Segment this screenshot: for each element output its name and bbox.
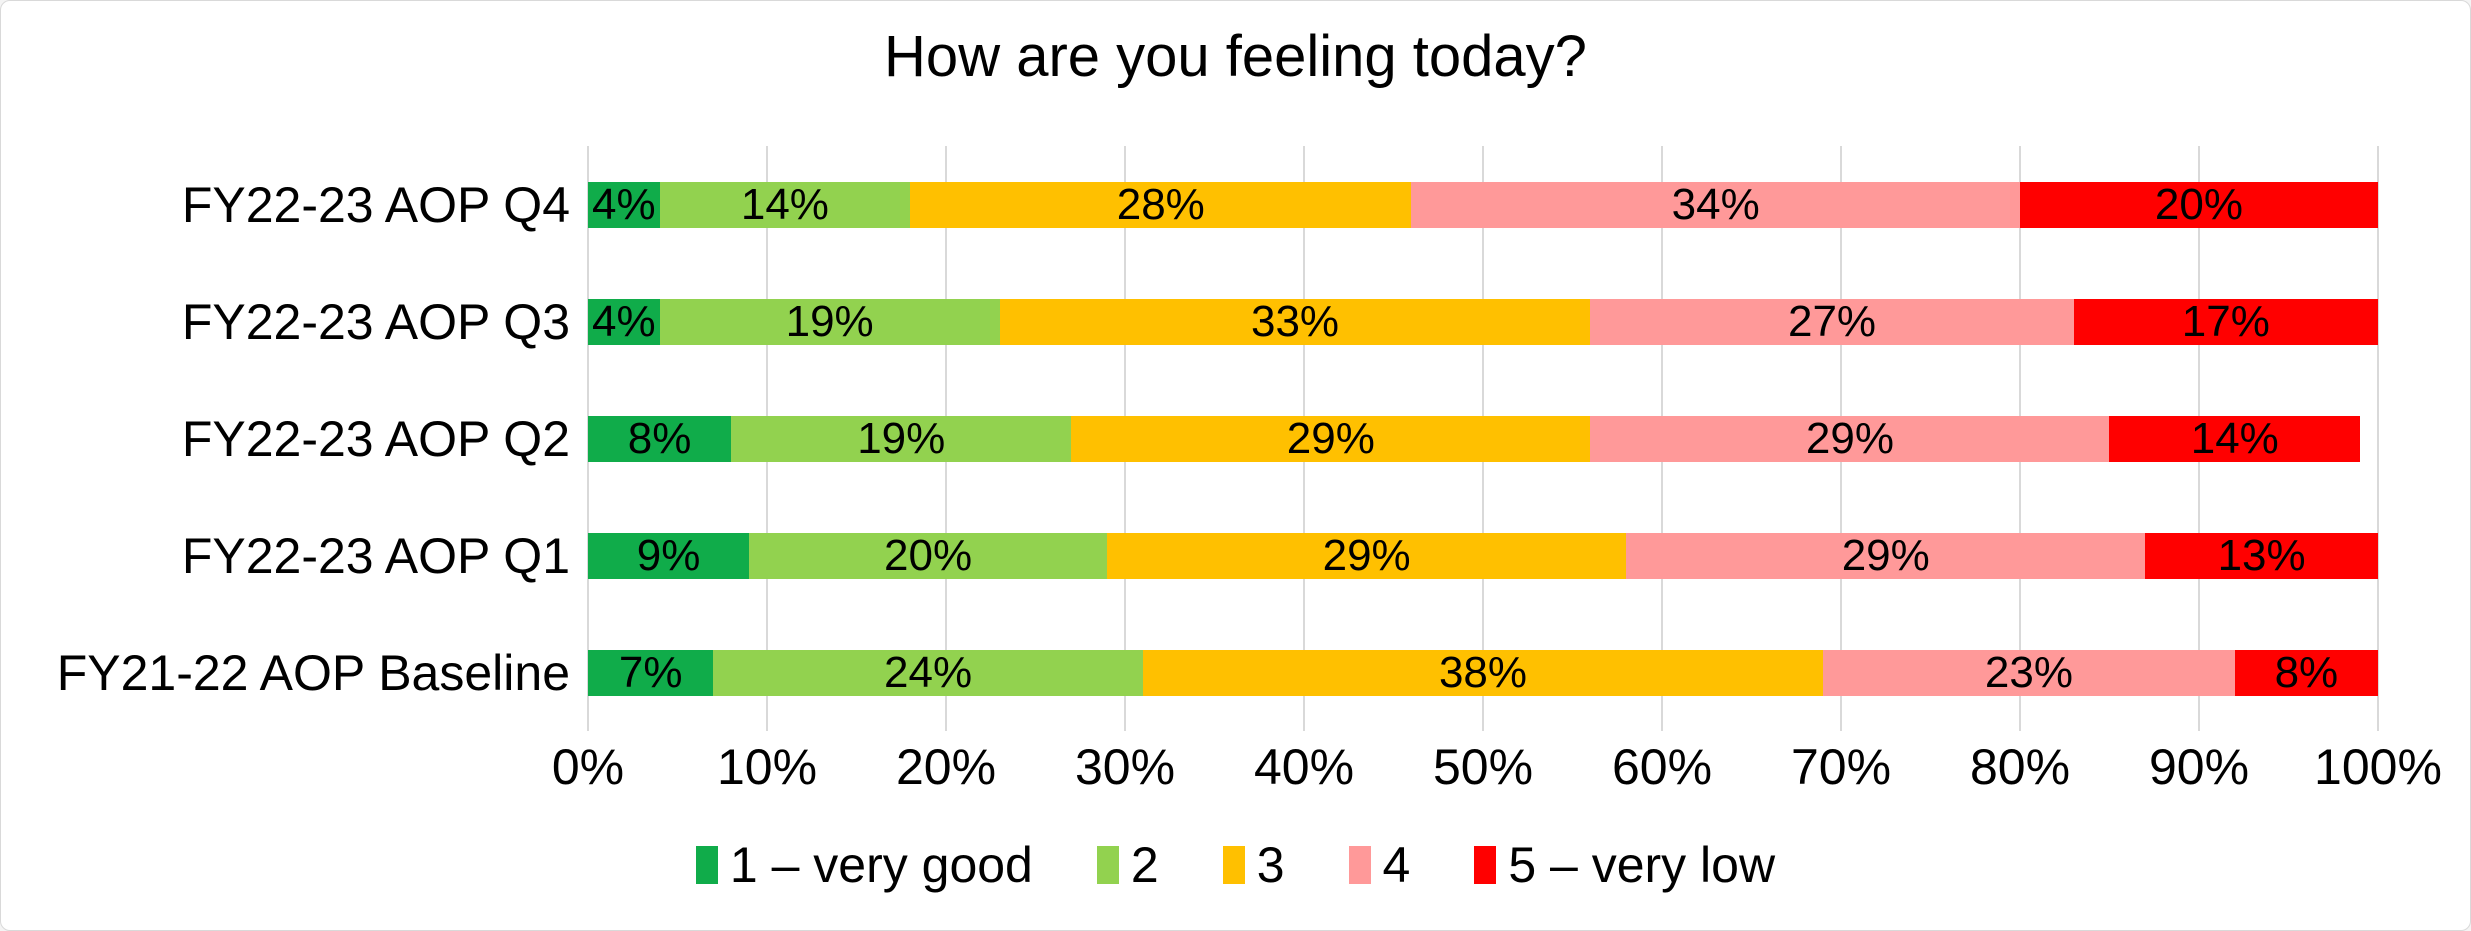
bar-segment-label: 14%	[740, 179, 829, 229]
bar-segment: 33%	[999, 296, 1591, 346]
stacked-bar: 7% 24% 38% 23% 8%	[588, 647, 2378, 697]
gridline	[2377, 146, 2379, 731]
bar-segment-label: 7%	[618, 647, 683, 697]
legend-label: 4	[1382, 836, 1411, 893]
bar-segment: 34%	[1411, 179, 2020, 229]
bar-segment-label: 20%	[884, 530, 973, 580]
x-tick-label: 20%	[895, 739, 997, 795]
stacked-bar: 4% 14% 28% 34% 20%	[588, 179, 2378, 229]
stacked-bar: 4% 19% 33% 27% 17%	[588, 296, 2378, 346]
bar-segment-label: 34%	[1671, 179, 1760, 229]
bar-segment-label: 33%	[1250, 296, 1340, 346]
bar-segment-label: 4%	[592, 296, 656, 346]
bar-segment: 27%	[1590, 296, 2074, 346]
bar-segment: 19%	[659, 296, 1000, 346]
legend: 1 – very good 2 3 4 5 – very low	[1, 834, 2470, 896]
category-label: FY22-23 AOP Q2	[181, 410, 570, 467]
bar-segment: 28%	[910, 179, 1412, 229]
bar-row: FY22-23 AOP Q3 4% 19% 33% 27% 17%	[182, 263, 2378, 380]
legend-label: 5 – very low	[1508, 836, 1776, 893]
bar-segment-label: 19%	[785, 296, 874, 346]
bar-rows: FY22-23 AOP Q4 4% 14% 28% 34% 20% FY22-23 AOP …	[57, 146, 2378, 731]
x-tick-label: 100%	[2314, 739, 2442, 795]
legend-swatch	[695, 846, 718, 884]
legend-item: 3	[1222, 836, 1285, 893]
stacked-bar: 9% 20% 29% 29% 13%	[588, 530, 2378, 580]
legend-item: 5 – very low	[1474, 836, 1776, 893]
bar-segment: 29%	[1071, 413, 1591, 463]
bar-segment: 38%	[1142, 647, 1824, 697]
bar-segment-label: 29%	[1286, 413, 1375, 463]
x-tick-label: 80%	[1969, 739, 2071, 795]
legend-label: 1 – very good	[729, 836, 1033, 893]
bar-segment-label: 9%	[636, 530, 701, 580]
x-tick-label: 60%	[1611, 739, 1713, 795]
bar-row: FY22-23 AOP Q2 8% 19% 29% 29% 14%	[182, 380, 2378, 497]
bar-segment-label: 17%	[2181, 296, 2270, 346]
bar-segment: 8%	[2234, 647, 2378, 697]
x-tick-label: 30%	[1074, 739, 1176, 795]
x-tick-label: 70%	[1790, 739, 1892, 795]
bar-segment: 23%	[1823, 647, 2235, 697]
bar-segment: 13%	[2145, 530, 2378, 580]
bar-segment-label: 29%	[1805, 413, 1894, 463]
legend-item: 4	[1348, 836, 1411, 893]
bar-segment: 7%	[588, 647, 714, 697]
x-tick-label: 10%	[716, 739, 818, 795]
chart-title: How are you feeling today?	[884, 24, 1587, 89]
bar-segment-label: 19%	[857, 413, 946, 463]
stacked-bar: 8% 19% 29% 29% 14%	[588, 413, 2378, 463]
legend-swatch	[1348, 846, 1371, 884]
legend-item: 2	[1096, 836, 1159, 893]
bar-segment-label: 28%	[1116, 179, 1205, 229]
legend-label: 3	[1256, 836, 1285, 893]
plot-area: FY22-23 AOP Q4 4% 14% 28% 34% 20% FY22-23 AOP …	[57, 146, 2379, 731]
bar-segment: 4%	[588, 296, 660, 346]
x-tick-label: 40%	[1253, 739, 1355, 795]
x-tick-label: 0%	[551, 739, 625, 795]
category-label: FY22-23 AOP Q1	[181, 527, 570, 584]
bar-segment-label: 27%	[1787, 296, 1877, 346]
bar-segment: 20%	[2019, 179, 2378, 229]
bar-segment: 9%	[588, 530, 750, 580]
legend-item: 1 – very good	[695, 836, 1033, 893]
bar-row: FY21-22 AOP Baseline 7% 24% 38% 23% 8%	[57, 614, 2378, 731]
legend-swatch	[1222, 846, 1245, 884]
bar-segment-label: 8%	[2274, 647, 2339, 697]
bar-segment-label: 38%	[1438, 647, 1528, 697]
bar-segment-label: 8%	[627, 413, 692, 463]
legend-swatch	[1096, 846, 1119, 884]
bar-segment: 19%	[731, 413, 1072, 463]
bar-segment: 29%	[1107, 530, 1627, 580]
bar-row: FY22-23 AOP Q1 9% 20% 29% 29% 13%	[182, 497, 2378, 614]
x-axis: 0% 10% 20% 30% 40% 50% 60% 70% 80% 90% 100%	[552, 738, 2442, 798]
bar-segment-label: 4%	[592, 179, 656, 229]
bar-segment: 14%	[2109, 413, 2361, 463]
bar-segment-label: 14%	[2190, 413, 2279, 463]
bar-segment: 29%	[1626, 530, 2146, 580]
bar-segment: 20%	[749, 530, 1108, 580]
bar-segment-label: 29%	[1322, 530, 1411, 580]
bar-segment-label: 20%	[2154, 179, 2243, 229]
bar-segment: 14%	[659, 179, 911, 229]
bar-segment: 17%	[2073, 296, 2378, 346]
bar-segment: 4%	[588, 179, 660, 229]
bar-row: FY22-23 AOP Q4 4% 14% 28% 34% 20%	[182, 146, 2378, 263]
bar-segment-label: 13%	[2217, 530, 2306, 580]
bar-segment-label: 24%	[884, 647, 973, 697]
bar-segment: 29%	[1590, 413, 2110, 463]
bar-segment-label: 29%	[1841, 530, 1930, 580]
category-label: FY22-23 AOP Q4	[181, 176, 570, 233]
legend-swatch	[1474, 846, 1497, 884]
bar-segment-label: 23%	[1984, 647, 2073, 697]
legend-label: 2	[1130, 836, 1159, 893]
bar-segment: 8%	[588, 413, 732, 463]
category-label: FY21-22 AOP Baseline	[56, 644, 570, 701]
x-tick-label: 90%	[2148, 739, 2250, 795]
x-tick-label: 50%	[1432, 739, 1534, 795]
bar-segment: 24%	[713, 647, 1143, 697]
category-label: FY22-23 AOP Q3	[181, 293, 570, 350]
